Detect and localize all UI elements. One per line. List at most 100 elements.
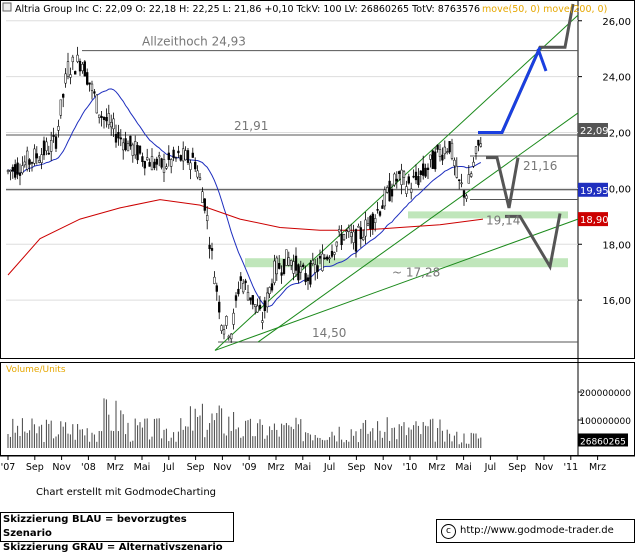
candle-body (273, 260, 276, 284)
candle-body (326, 256, 329, 260)
quote-line: C: 22,09 O: 22,18 H: 22,25 L: 21,86 +0,1… (92, 4, 480, 15)
candle-body (136, 145, 139, 161)
website-url[interactable]: http://www.godmode-trader.de (460, 525, 614, 536)
volume-title: Volume/Units (6, 365, 66, 375)
candle-body (198, 177, 202, 180)
candle-body (242, 282, 245, 293)
candle-body (460, 182, 463, 185)
candle-body (424, 167, 427, 177)
x-tick-label: Mai (455, 462, 472, 473)
candle-body (352, 231, 355, 243)
candle-body (287, 257, 290, 266)
candle-body (76, 54, 79, 62)
candle-body (71, 56, 74, 63)
website-badge[interactable]: c http://www.godmode-trader.de (436, 519, 635, 543)
candle-body (364, 219, 367, 237)
candle-body (52, 134, 55, 137)
candle-body (458, 179, 461, 182)
channel-mid (257, 112, 579, 343)
candle-body (345, 230, 348, 233)
candle-body (450, 142, 454, 159)
ma200-line (7, 199, 484, 276)
level-annotation: 19,14 (486, 213, 520, 227)
candle-body (38, 160, 41, 163)
candle-body (405, 186, 408, 194)
candle-body (179, 155, 182, 161)
candle-body (477, 139, 480, 146)
candle-body (412, 175, 415, 178)
price-marker-label: 19,95 (580, 186, 609, 197)
x-tick-label: Mai (294, 462, 311, 473)
candle-body (110, 122, 113, 128)
candle-body (266, 292, 269, 308)
scenario-gray-dip (486, 156, 520, 209)
candle-body (251, 295, 254, 305)
candle-body (342, 234, 346, 241)
channel-lower (214, 218, 579, 351)
candle-body (306, 277, 310, 282)
candle-body (69, 74, 72, 78)
candle-body (50, 140, 53, 152)
y-tick-label: 16,00 (602, 296, 631, 307)
candle-body (112, 118, 115, 130)
x-tick-label: Jul (162, 462, 174, 473)
support-zone-1914 (408, 211, 568, 219)
candle-body (438, 149, 442, 158)
candle-body (158, 155, 161, 158)
candle-body (347, 227, 350, 232)
candle-body (23, 161, 26, 166)
candle-body (474, 146, 478, 154)
candle-body (160, 158, 163, 168)
candle-body (390, 189, 394, 197)
candle-body (311, 259, 314, 264)
candle-body (227, 335, 230, 338)
candle-body (429, 154, 432, 160)
x-tick-label: Sep (187, 462, 205, 473)
x-tick-label: Sep (508, 462, 526, 473)
x-tick-label: '10 (403, 462, 418, 473)
candle-body (239, 276, 242, 281)
candle-body (244, 280, 247, 284)
candle-body (302, 264, 305, 267)
level-annotation: 21,91 (234, 119, 268, 133)
candle-body (465, 195, 468, 199)
candle-body (201, 191, 204, 203)
candle-body (150, 156, 154, 171)
candle-body (105, 117, 108, 122)
candle-body (35, 153, 38, 159)
candle-body (376, 209, 379, 211)
candle-body (14, 164, 17, 178)
candle-body (328, 257, 331, 260)
candle-body (237, 288, 240, 295)
candle-body (333, 252, 336, 255)
candle-body (321, 253, 324, 271)
candle-body (172, 149, 175, 159)
candle-body (62, 93, 65, 98)
copyright-icon: c (441, 524, 456, 539)
y-tick-label: 26,00 (602, 17, 631, 28)
candle-body (256, 305, 259, 313)
candle-body (78, 60, 82, 72)
candle-body (18, 172, 22, 176)
candle-body (258, 304, 262, 310)
symbol-icon (2, 2, 12, 12)
volume-tick-label: 200000000 (579, 389, 631, 399)
candle-body (141, 156, 144, 163)
candle-body (388, 180, 391, 202)
candle-body (335, 241, 338, 247)
ma50-line (8, 88, 482, 307)
price-chart: 26,00 24,00 22,00 20,00 18,00 16,00 Allzeithoc… (0, 0, 635, 473)
candle-body (254, 304, 257, 307)
candle-body (191, 152, 194, 158)
candle-body (107, 113, 110, 126)
candle-body (467, 174, 470, 184)
volume-last-box (578, 433, 628, 447)
candle-body (398, 171, 401, 174)
candle-body (165, 166, 168, 169)
x-tick-label: Nov (52, 462, 71, 473)
candle-body (167, 152, 170, 160)
candle-body (359, 227, 362, 240)
candle-body (453, 159, 456, 166)
candle-body (153, 161, 156, 169)
candle-body (232, 312, 235, 325)
